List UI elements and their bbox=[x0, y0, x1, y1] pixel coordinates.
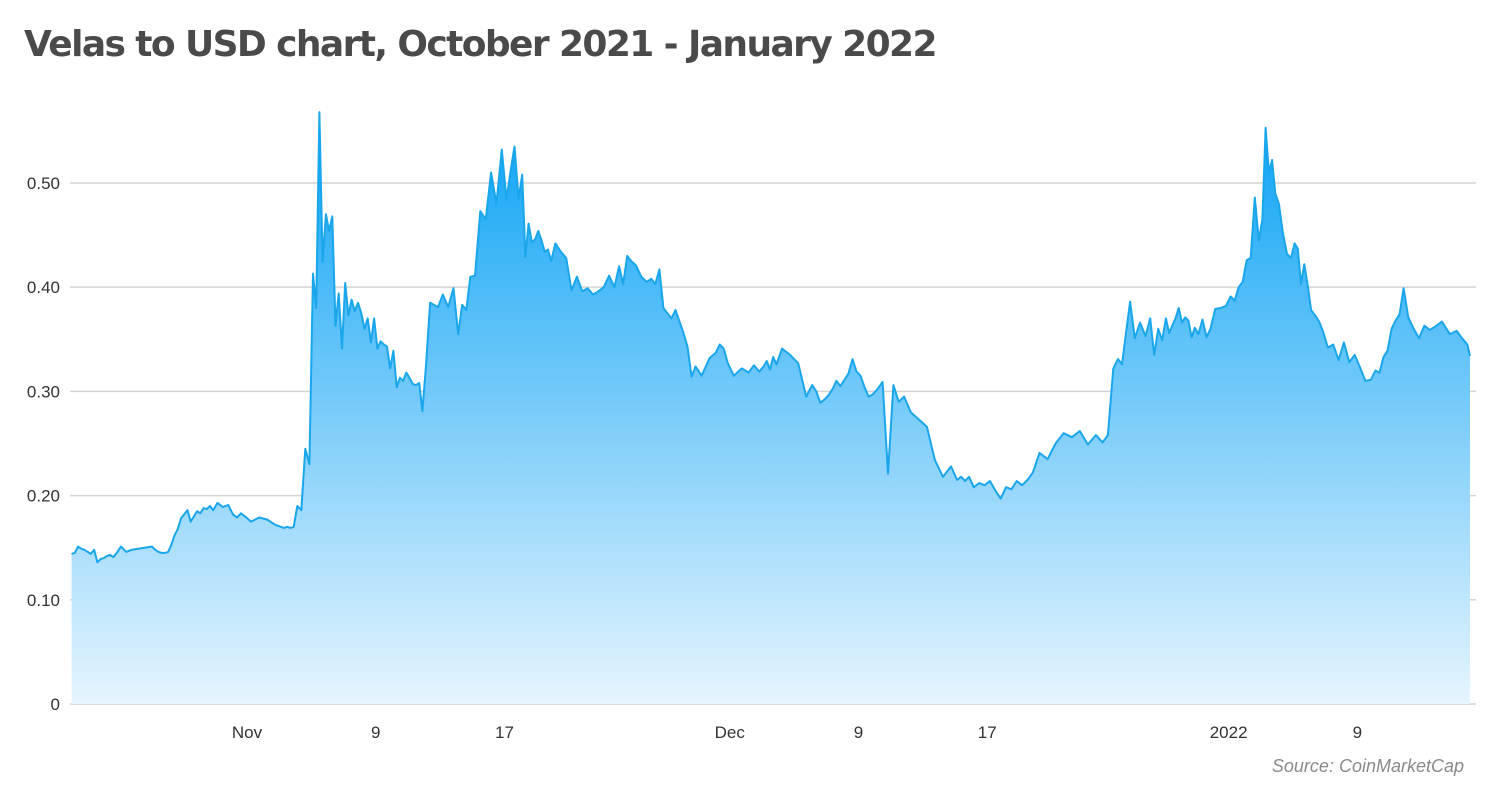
source-note: Source: CoinMarketCap bbox=[1271, 756, 1464, 776]
x-axis: Nov 9 17 Dec 9 17 2022 9 bbox=[232, 723, 1362, 742]
x-tick-label: Nov bbox=[232, 723, 263, 742]
x-tick-label: 17 bbox=[978, 723, 997, 742]
x-tick-label: Dec bbox=[715, 723, 746, 742]
y-tick-label: 0.40 bbox=[27, 278, 60, 297]
x-tick-label: 9 bbox=[854, 723, 863, 742]
y-tick-label: 0.20 bbox=[27, 487, 60, 506]
x-tick-label: 17 bbox=[495, 723, 514, 742]
x-tick-label: 2022 bbox=[1210, 723, 1248, 742]
area-layer bbox=[71, 111, 1471, 705]
price-line bbox=[71, 111, 1471, 564]
y-axis: 0 0.10 0.20 0.30 0.40 0.50 bbox=[27, 174, 60, 714]
x-tick-label: 9 bbox=[371, 723, 380, 742]
chart-title: Velas to USD chart, October 2021 - Janua… bbox=[24, 24, 938, 65]
y-tick-label: 0.10 bbox=[27, 591, 60, 610]
x-tick-label: 9 bbox=[1353, 723, 1362, 742]
y-tick-label: 0.50 bbox=[27, 174, 60, 193]
y-tick-label: 0 bbox=[51, 695, 60, 714]
price-area bbox=[71, 112, 1471, 705]
y-tick-label: 0.30 bbox=[27, 382, 60, 401]
